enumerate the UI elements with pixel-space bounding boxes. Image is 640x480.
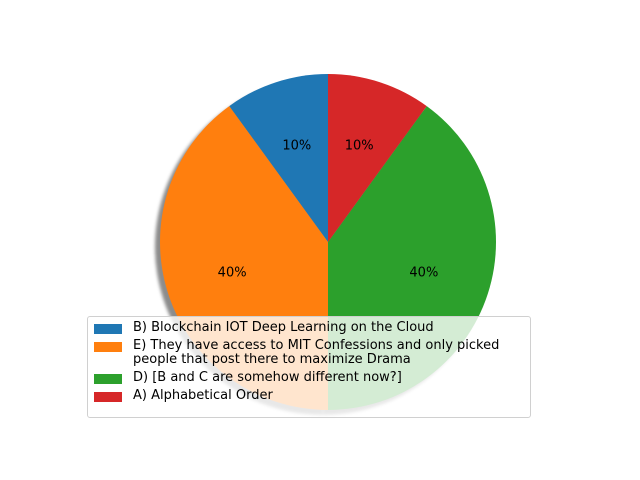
legend-swatch	[94, 324, 122, 334]
legend-swatch	[94, 392, 122, 402]
pie-percent-label: 10%	[345, 139, 374, 154]
legend-swatch	[94, 374, 122, 384]
pie-percent-label: 40%	[218, 266, 247, 281]
pie-percent-label: 40%	[409, 266, 438, 281]
legend-label: E) They have access to MIT Confessions a…	[133, 338, 500, 367]
pie-slice-1	[229, 74, 328, 242]
legend-entry: A) Alphabetical Order	[94, 389, 522, 403]
pie-slice-4	[328, 74, 427, 242]
legend-entry: E) They have access to MIT Confessions a…	[94, 339, 522, 367]
legend-swatch	[94, 342, 122, 352]
legend-label: B) Blockchain IOT Deep Learning on the C…	[133, 320, 434, 335]
legend-label: D) [B and C are somehow different now?]	[133, 370, 402, 385]
pie-percent-label: 10%	[282, 139, 311, 154]
legend-entry: D) [B and C are somehow different now?]	[94, 371, 522, 385]
legend-entry: B) Blockchain IOT Deep Learning on the C…	[94, 321, 522, 335]
legend-label: A) Alphabetical Order	[133, 388, 273, 403]
legend: B) Blockchain IOT Deep Learning on the C…	[87, 316, 531, 418]
